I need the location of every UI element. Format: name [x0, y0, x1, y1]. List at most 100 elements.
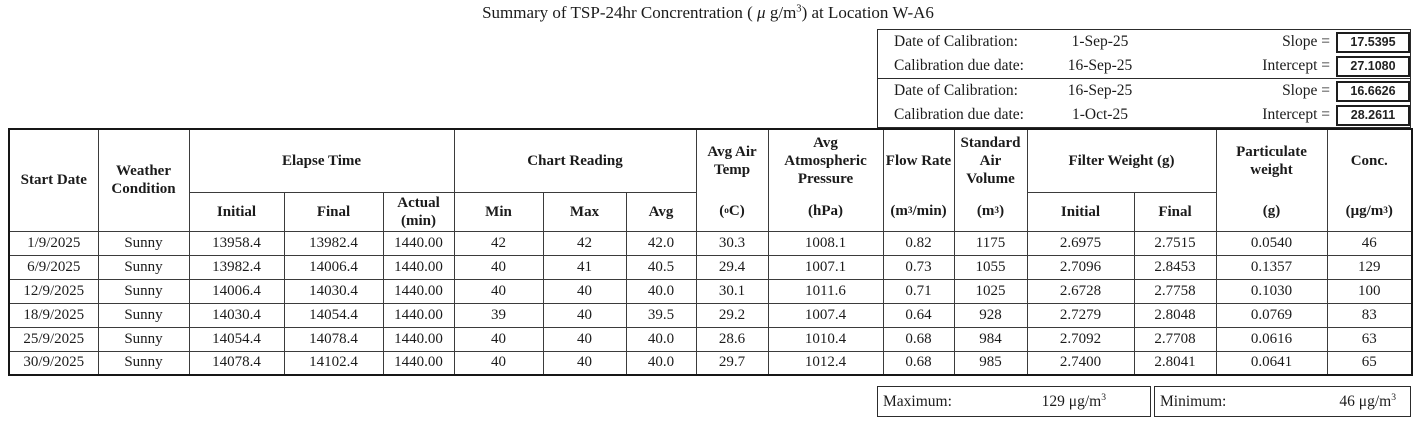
cell-particulate-weight: 0.1030: [1215, 278, 1328, 304]
cell-filter-initial: 2.6975: [1026, 230, 1135, 256]
calibration-date-value: 16-Sep-25: [1067, 82, 1133, 99]
cell-chart-avg: 40.0: [625, 326, 697, 352]
header-unit: (hPa): [808, 203, 843, 220]
slope-label: Slope =: [1282, 82, 1330, 99]
intercept-value: 28.2611: [1336, 104, 1410, 126]
cell-start-date: 12/9/2025: [8, 278, 99, 304]
header-unit: (o C): [719, 203, 745, 220]
cell-avg-atm-pressure: 1010.4: [767, 326, 884, 352]
cell-chart-min: 39: [453, 302, 544, 328]
title-text: Summary of TSP-24hr Concrentration (: [482, 3, 758, 22]
cell-chart-avg: 42.0: [625, 230, 697, 256]
cell-chart-max: 40: [542, 278, 627, 304]
calibration-due-value: 16-Sep-25: [1067, 57, 1133, 74]
title-unit: g/m: [765, 3, 797, 22]
header-unit: (g): [1262, 203, 1281, 220]
cell-avg-air-temp: 30.1: [695, 278, 769, 304]
cell-weather-condition: Sunny: [97, 230, 190, 256]
cell-conc: 63: [1326, 326, 1413, 352]
cell-start-date: 1/9/2025: [8, 230, 99, 256]
calibration-row: Calibration due date: 16-Sep-25 Intercep…: [878, 54, 1410, 78]
slope-value: 16.6626: [1336, 80, 1410, 102]
cell-std-air-volume: 1175: [953, 230, 1028, 256]
calibration-due-label: Calibration due date:: [894, 106, 1024, 123]
col-group-filter-weight: Filter Weight (g): [1026, 128, 1217, 193]
cell-chart-max: 40: [542, 326, 627, 352]
col-header-std-air-volume: Standard Air Volume (m 3): [953, 128, 1028, 232]
cell-avg-air-temp: 30.3: [695, 230, 769, 256]
cell-avg-air-temp: 29.2: [695, 302, 769, 328]
col-header-conc: Conc. (μg/m 3): [1326, 128, 1413, 232]
minimum-value: 46 μg/m3: [1339, 391, 1396, 410]
slope-value: 17.5395: [1336, 31, 1410, 53]
cell-elapse-actual: 1440.00: [382, 254, 455, 280]
cell-start-date: 6/9/2025: [8, 254, 99, 280]
calibration-row: Date of Calibration: 1-Sep-25 Slope = 17…: [878, 30, 1410, 54]
subheader-chart-max: Max: [542, 191, 627, 232]
cell-particulate-weight: 0.0616: [1215, 326, 1328, 352]
col-header-weather-condition: Weather Condition: [97, 128, 190, 232]
cell-avg-atm-pressure: 1007.4: [767, 302, 884, 328]
mu-symbol: μ: [757, 3, 766, 22]
cell-filter-final: 2.7708: [1133, 326, 1217, 352]
cell-filter-initial: 2.7092: [1026, 326, 1135, 352]
cell-chart-avg: 40.5: [625, 254, 697, 280]
cell-filter-final: 2.8048: [1133, 302, 1217, 328]
cell-conc: 46: [1326, 230, 1413, 256]
calibration-row: Date of Calibration: 16-Sep-25 Slope = 1…: [878, 79, 1410, 103]
cell-avg-atm-pressure: 1008.1: [767, 230, 884, 256]
subheader-chart-avg: Avg: [625, 191, 697, 232]
cell-std-air-volume: 928: [953, 302, 1028, 328]
cell-weather-condition: Sunny: [97, 302, 190, 328]
tsp-summary-table: Start Date Weather Condition Elapse Time…: [8, 128, 1413, 376]
cell-chart-min: 42: [453, 230, 544, 256]
subheader-elapse-initial: Initial: [188, 191, 285, 232]
cell-filter-final: 2.7758: [1133, 278, 1217, 304]
cell-weather-condition: Sunny: [97, 254, 190, 280]
subheader-elapse-actual: Actual (min): [382, 191, 455, 232]
cell-start-date: 30/9/2025: [8, 350, 99, 376]
table-row: 30/9/2025 Sunny 14078.4 14102.4 1440.00 40 40 4…: [8, 350, 1413, 376]
title-suffix: ) at Location W-A6: [801, 3, 934, 22]
calibration-due-label: Calibration due date:: [894, 57, 1024, 74]
col-header-start-date: Start Date: [8, 128, 99, 232]
subheader-filter-final: Final: [1133, 191, 1217, 232]
cell-conc: 129: [1326, 254, 1413, 280]
col-group-chart-reading: Chart Reading: [453, 128, 697, 193]
cell-chart-max: 42: [542, 230, 627, 256]
cell-std-air-volume: 985: [953, 350, 1028, 376]
cell-start-date: 18/9/2025: [8, 302, 99, 328]
cell-elapse-initial: 14054.4: [188, 326, 285, 352]
cell-chart-min: 40: [453, 350, 544, 376]
subheader-filter-initial: Initial: [1026, 191, 1135, 232]
cell-elapse-initial: 14078.4: [188, 350, 285, 376]
title-unit-sup: 3: [796, 3, 802, 15]
table-row: 12/9/2025 Sunny 14006.4 14030.4 1440.00 40 40 4…: [8, 278, 1413, 304]
cell-elapse-initial: 13958.4: [188, 230, 285, 256]
cell-chart-max: 40: [542, 350, 627, 376]
cell-filter-final: 2.8453: [1133, 254, 1217, 280]
cell-elapse-actual: 1440.00: [382, 230, 455, 256]
cell-avg-atm-pressure: 1011.6: [767, 278, 884, 304]
cell-elapse-actual: 1440.00: [382, 326, 455, 352]
intercept-value: 27.1080: [1336, 55, 1410, 77]
table-body: 1/9/2025 Sunny 13958.4 13982.4 1440.00 42 42 42…: [8, 230, 1413, 376]
calibration-block-2: Date of Calibration: 16-Sep-25 Slope = 1…: [877, 78, 1411, 128]
cell-particulate-weight: 0.1357: [1215, 254, 1328, 280]
col-group-elapse-time: Elapse Time: [188, 128, 455, 193]
cell-elapse-initial: 13982.4: [188, 254, 285, 280]
cell-avg-air-temp: 29.7: [695, 350, 769, 376]
cell-chart-avg: 40.0: [625, 350, 697, 376]
subheader-elapse-final: Final: [283, 191, 384, 232]
cell-elapse-final: 14030.4: [283, 278, 384, 304]
cell-weather-condition: Sunny: [97, 278, 190, 304]
calibration-block-1: Date of Calibration: 1-Sep-25 Slope = 17…: [877, 29, 1411, 79]
calibration-due-value: 1-Oct-25: [1072, 106, 1128, 123]
cell-elapse-final: 14078.4: [283, 326, 384, 352]
minimum-box: Minimum: 46 μg/m3: [1154, 386, 1411, 417]
header-name: Avg Atmospheric Pressure: [784, 135, 867, 188]
cell-weather-condition: Sunny: [97, 326, 190, 352]
cell-elapse-actual: 1440.00: [382, 278, 455, 304]
header-name: Avg Air Temp: [707, 144, 757, 179]
col-header-avg-atm-pressure: Avg Atmospheric Pressure (hPa): [767, 128, 884, 232]
